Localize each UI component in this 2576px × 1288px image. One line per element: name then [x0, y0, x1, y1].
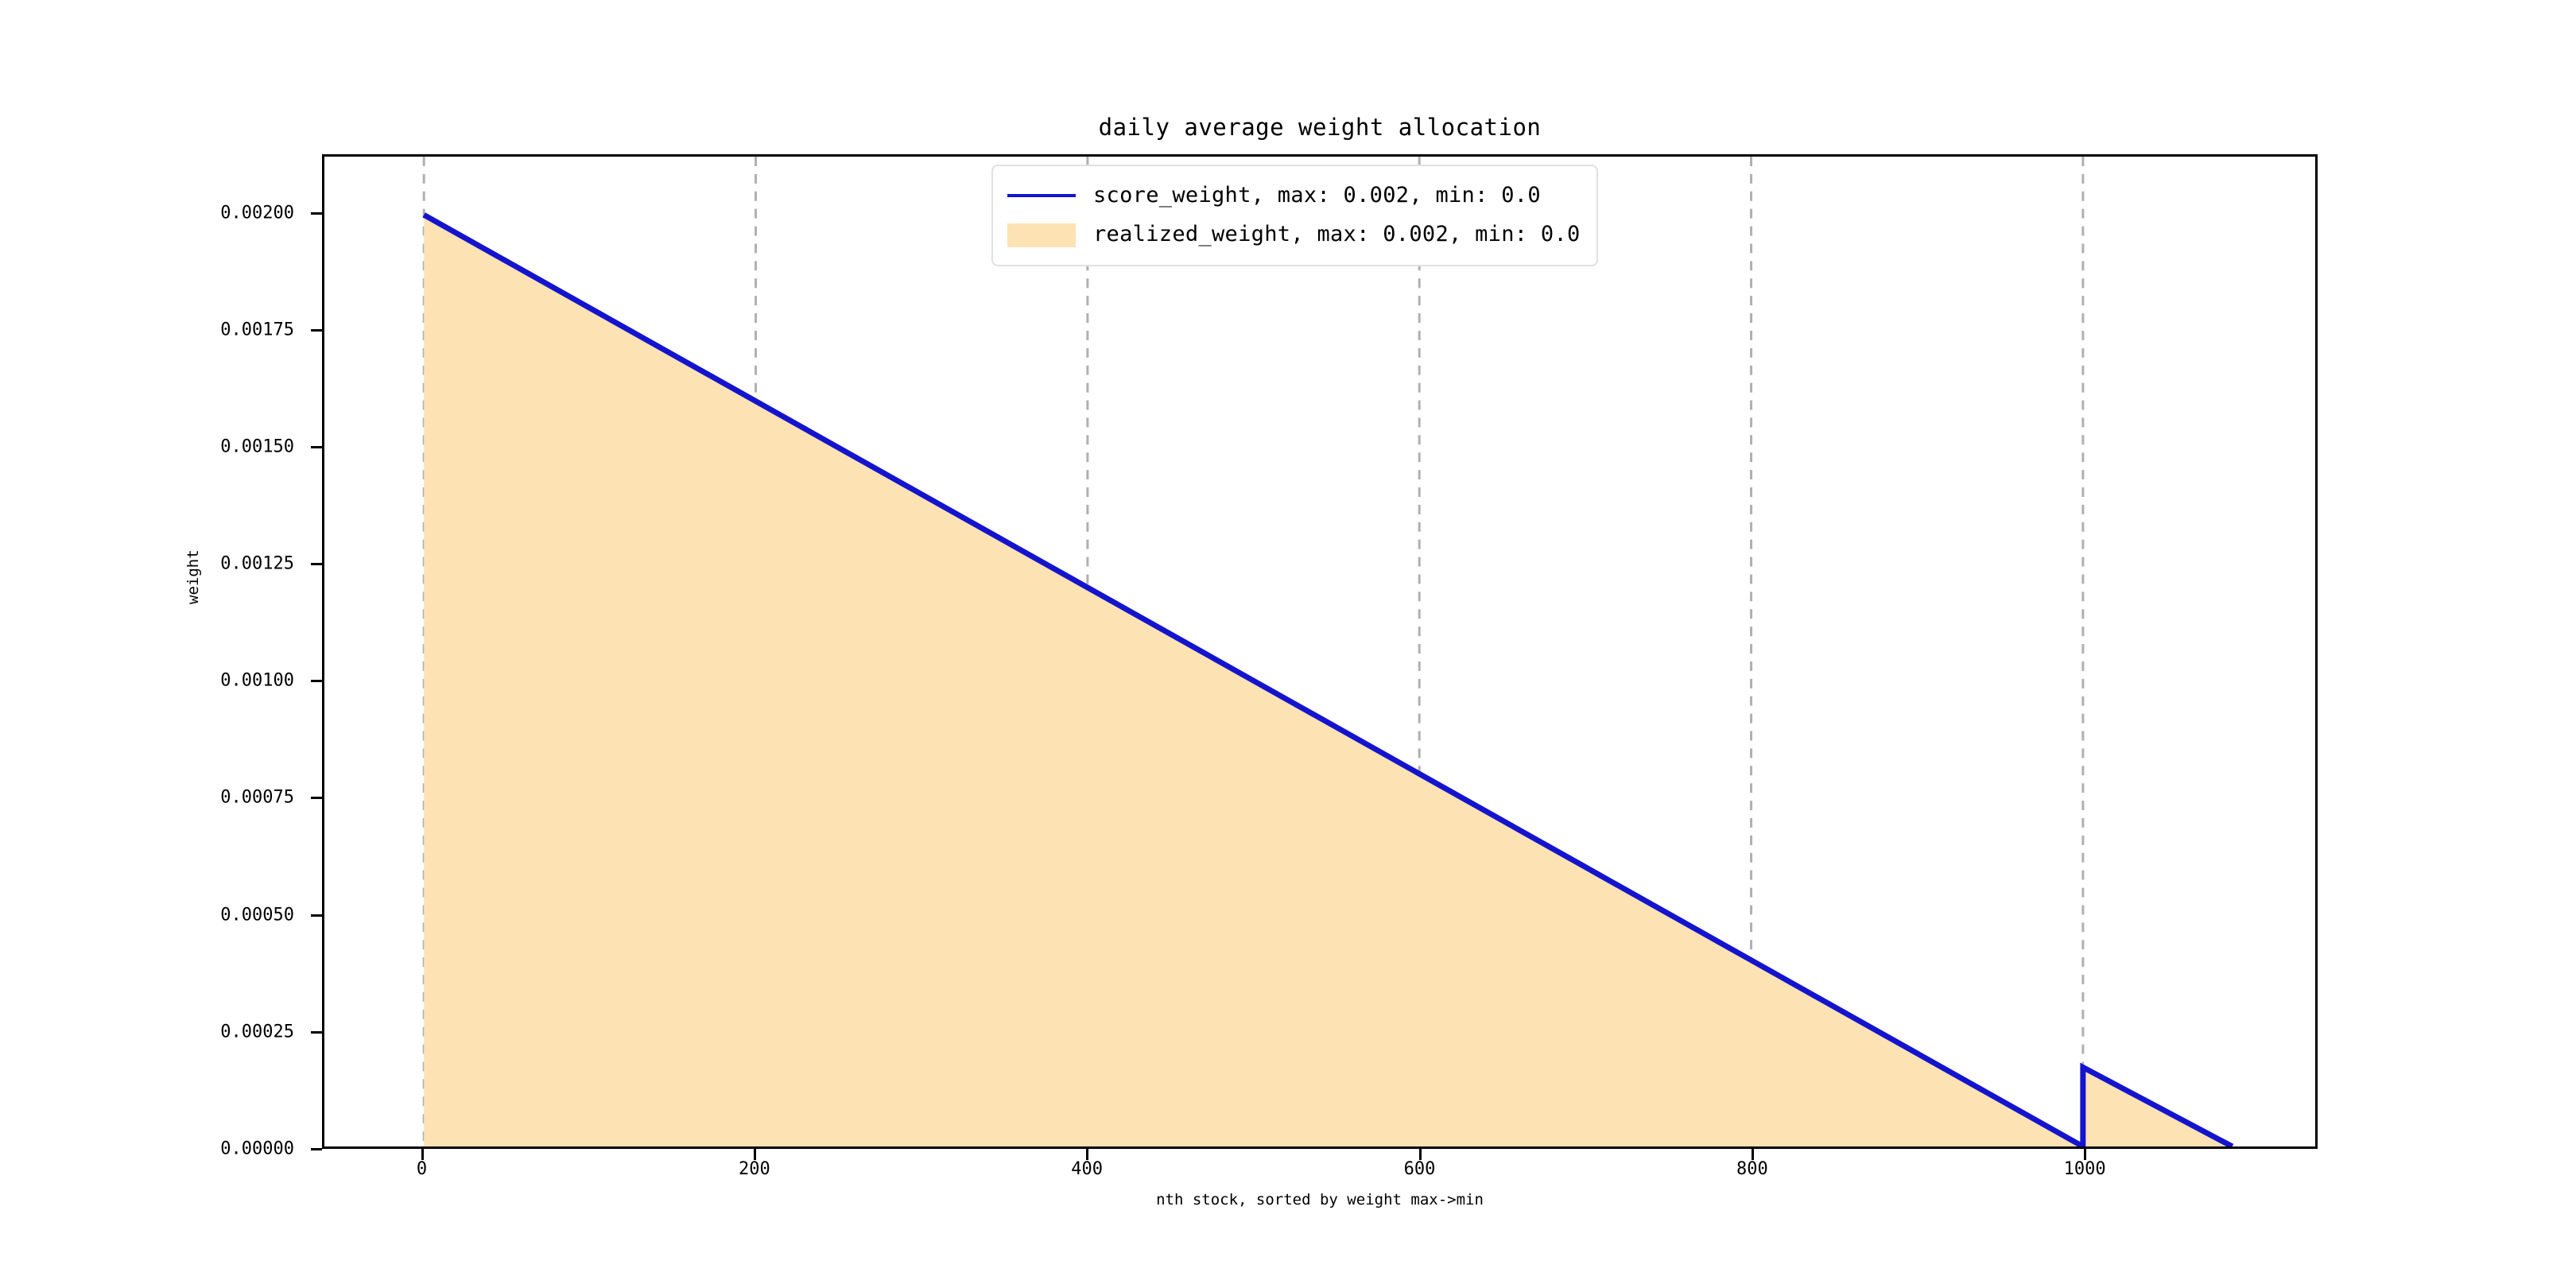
x-tick-label: 400 [1071, 1159, 1104, 1179]
x-tick-mark [1086, 1149, 1089, 1160]
y-tick-label: 0.00000 [220, 1139, 294, 1159]
legend-line-key-icon [1007, 183, 1076, 208]
plot-area [322, 154, 2318, 1149]
y-tick-label: 0.00150 [220, 436, 294, 457]
legend-item-score-weight[interactable]: score_weight, max: 0.002, min: 0.0 [1007, 176, 1581, 215]
x-tick-label: 200 [738, 1159, 770, 1179]
line-score-weight [422, 212, 2234, 1146]
y-tick-mark [311, 797, 322, 800]
y-tick-mark [311, 1148, 322, 1150]
legend-label-realized-weight: realized_weight, max: 0.002, min: 0.0 [1093, 222, 1581, 246]
y-tick-label: 0.00025 [220, 1022, 294, 1042]
y-tick-mark [311, 445, 322, 448]
plot-canvas [422, 157, 2234, 1146]
y-tick-mark [311, 914, 322, 917]
y-tick-label: 0.00050 [220, 905, 294, 925]
y-tick-label: 0.00125 [220, 553, 294, 574]
y-tick-mark [311, 563, 322, 566]
x-tick-mark [1751, 1149, 1754, 1160]
x-tick-mark [421, 1149, 424, 1160]
chart-title: daily average weight allocation [1098, 114, 1542, 141]
y-tick-mark [311, 680, 322, 683]
chart-legend[interactable]: score_weight, max: 0.002, min: 0.0 reali… [991, 165, 1598, 266]
legend-patch-key-icon [1007, 222, 1076, 247]
x-tick-label: 0 [416, 1159, 428, 1179]
y-tick-mark [311, 1030, 322, 1034]
y-axis-tick-labels: 0.00000 0.00025 0.00050 0.00075 0.00100 0.001… [163, 0, 294, 1288]
x-tick-label: 1000 [2063, 1159, 2106, 1179]
x-tick-label: 600 [1403, 1159, 1436, 1179]
y-tick-label: 0.00075 [220, 787, 294, 808]
legend-item-realized-weight[interactable]: realized_weight, max: 0.002, min: 0.0 [1007, 215, 1581, 254]
y-tick-mark [311, 328, 322, 332]
y-tick-mark [311, 211, 322, 215]
x-tick-mark [2084, 1149, 2087, 1160]
x-axis-label: nth stock, sorted by weight max->min [1156, 1191, 1484, 1208]
x-tick-mark [1418, 1149, 1422, 1160]
legend-label-score-weight: score_weight, max: 0.002, min: 0.0 [1093, 183, 1541, 208]
y-tick-label: 0.00175 [220, 320, 294, 340]
y-tick-label: 0.00200 [220, 203, 294, 223]
x-tick-mark [753, 1149, 756, 1160]
x-tick-label: 800 [1736, 1159, 1768, 1179]
y-tick-label: 0.00100 [220, 670, 294, 691]
area-realized-weight [424, 215, 2233, 1146]
